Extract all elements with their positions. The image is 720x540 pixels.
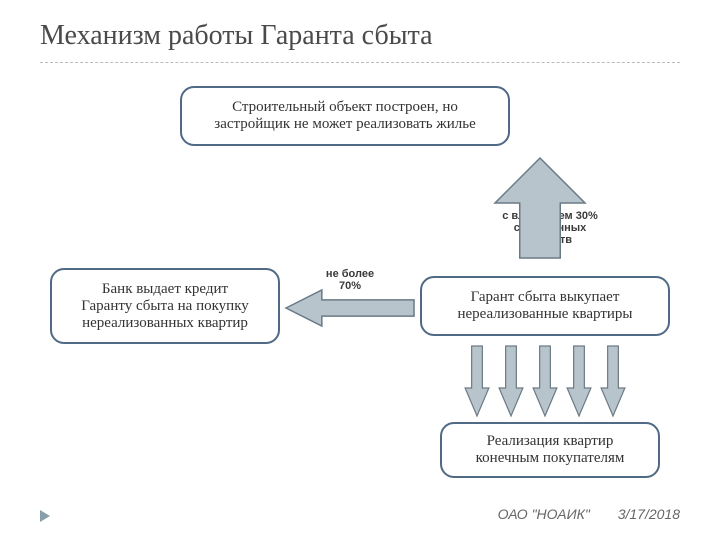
caption-70pct: не более 70%: [320, 268, 380, 292]
arrow-down-multi-icon: [460, 346, 630, 416]
box-line: конечным покупателям: [476, 450, 625, 467]
box-line: застройщик не может реализовать жилье: [214, 116, 475, 133]
box-line: Банк выдает кредит: [81, 281, 249, 298]
box-line: Строительный объект построен, но: [214, 99, 475, 116]
box-line: Реализация квартир: [476, 433, 625, 450]
slide-bullet-icon: [40, 510, 50, 522]
arrow-up-icon: [495, 158, 585, 258]
title-rule: [40, 62, 680, 63]
box-line: Гаранту сбыта на покупку: [81, 298, 249, 315]
box-bank-credit: Банк выдает кредит Гаранту сбыта на поку…: [50, 268, 280, 344]
slide-title: Механизм работы Гаранта сбыта: [40, 20, 433, 52]
box-line: нереализованных квартир: [81, 315, 249, 332]
box-built-unsold: Строительный объект построен, но застрой…: [180, 86, 510, 146]
footer-date: 3/17/2018: [618, 506, 680, 522]
footer-org: ОАО "НОАИК": [498, 506, 590, 522]
box-line: нереализованные квартиры: [457, 306, 632, 323]
arrow-left-icon: [286, 290, 414, 326]
box-sell-final: Реализация квартир конечным покупателям: [440, 422, 660, 478]
box-guarantor-buys: Гарант сбыта выкупает нереализованные кв…: [420, 276, 670, 336]
box-line: Гарант сбыта выкупает: [457, 289, 632, 306]
caption-line: не более: [326, 268, 374, 280]
slide-footer: ОАО "НОАИК" 3/17/2018: [498, 506, 680, 522]
